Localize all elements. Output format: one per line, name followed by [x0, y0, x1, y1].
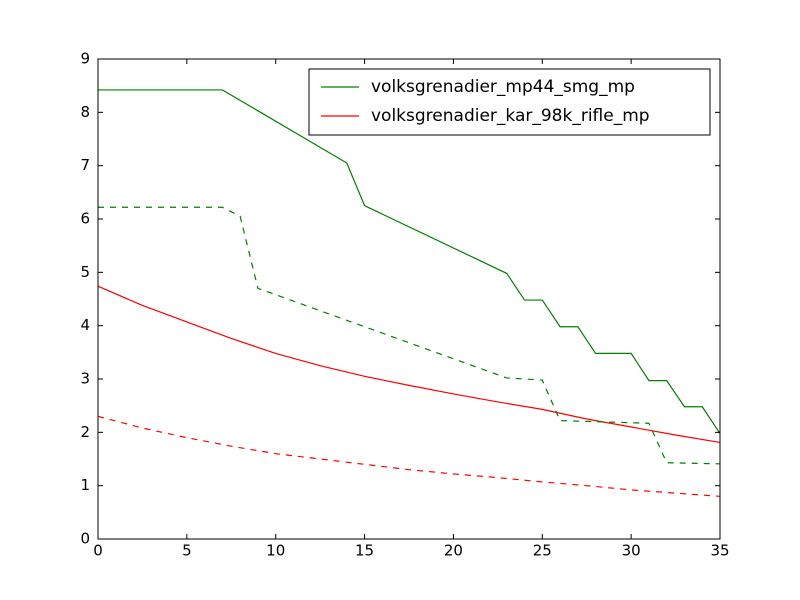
- data-line: [97, 285, 721, 444]
- x-tick-label: 0: [93, 542, 103, 560]
- x-tick-label: 35: [710, 542, 729, 560]
- x-tick-label: 15: [355, 542, 374, 560]
- plot-frame: [97, 58, 721, 540]
- x-tick-label: 30: [622, 542, 641, 560]
- x-tick-label: 10: [266, 542, 285, 560]
- data-line: [98, 89, 721, 434]
- legend-label: volksgrenadier_kar_98k_rifle_mp: [371, 106, 650, 126]
- x-tick-label: 20: [444, 542, 463, 560]
- data-line: [98, 206, 721, 465]
- y-tick-label: 4: [80, 316, 90, 334]
- y-tick-label: 2: [80, 423, 90, 441]
- data-line: [97, 415, 721, 497]
- legend-box: [308, 68, 711, 136]
- y-tick-label: 8: [80, 103, 90, 121]
- x-tick-label: 25: [533, 542, 552, 560]
- y-tick-label: 5: [80, 263, 90, 281]
- x-tick-label: 5: [182, 542, 192, 560]
- y-tick-label: 1: [80, 476, 90, 494]
- y-tick-label: 6: [80, 210, 90, 228]
- y-tick-label: 3: [80, 370, 90, 388]
- legend-label: volksgrenadier_mp44_smg_mp: [371, 77, 635, 97]
- y-tick-label: 9: [80, 50, 90, 68]
- y-tick-label: 7: [80, 156, 90, 174]
- y-tick-label: 0: [80, 530, 90, 548]
